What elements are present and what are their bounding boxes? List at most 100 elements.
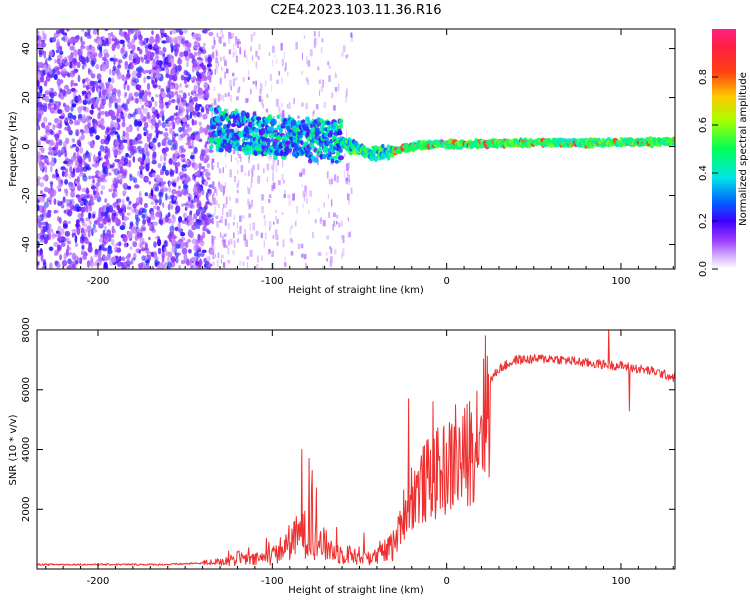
heatmap-cell (203, 158, 208, 164)
heatmap-cell (159, 111, 164, 118)
heatmap-cell (188, 102, 193, 108)
heatmap-cell (50, 92, 55, 99)
heatmap-cell (106, 90, 112, 98)
heatmap-cell (37, 113, 42, 122)
heatmap-cell (97, 150, 102, 158)
heatmap-cell (322, 219, 326, 227)
heatmap-cell (90, 256, 94, 263)
heatmap-cell (224, 203, 227, 208)
heatmap-cell (217, 162, 219, 169)
heatmap-cell (338, 155, 344, 161)
heatmap-cell (150, 71, 154, 79)
heatmap-cell (218, 168, 222, 174)
heatmap-cell (91, 59, 95, 67)
heatmap-cell (96, 39, 103, 46)
heatmap-cell (211, 200, 214, 205)
heatmap-cell (230, 95, 232, 102)
heatmap-cell (248, 157, 250, 163)
heatmap-cell (252, 222, 256, 231)
heatmap-cell (214, 253, 217, 258)
heatmap-cell (184, 180, 188, 185)
heatmap-cell (50, 189, 57, 197)
heatmap-cell (336, 175, 339, 183)
heatmap-cell (124, 91, 128, 97)
heatmap-cell (129, 221, 134, 228)
heatmap-cell (174, 43, 180, 51)
heatmap-cell (95, 135, 100, 140)
heatmap-cell (101, 211, 105, 217)
heatmap-cell (278, 71, 281, 76)
heatmap-cell (223, 59, 227, 66)
heatmap-cell (221, 67, 223, 71)
heatmap-cell (141, 213, 146, 219)
heatmap-cell (286, 104, 289, 109)
heatmap-cell (43, 51, 46, 58)
heatmap-cell (113, 58, 116, 66)
heatmap-cell (146, 91, 152, 96)
heatmap-cell (96, 44, 102, 51)
heatmap-cell (322, 265, 325, 269)
heatmap-cell (209, 106, 214, 112)
heatmap-cell (162, 187, 169, 192)
heatmap-cell (242, 261, 245, 267)
heatmap-cell (89, 109, 94, 114)
heatmap-cell (47, 187, 52, 195)
heatmap-cell (246, 149, 252, 156)
heatmap-cell (212, 181, 215, 190)
heatmap-cell (238, 154, 241, 159)
heatmap-cell (93, 52, 98, 58)
heatmap-cell (85, 115, 92, 123)
heatmap-cell (218, 94, 222, 100)
heatmap-cell (216, 65, 218, 74)
heatmap-cell (272, 157, 276, 165)
heatmap-cell (44, 206, 47, 212)
heatmap-cell (248, 213, 252, 218)
heatmap-cell (233, 43, 235, 50)
heatmap-cell (329, 246, 332, 250)
heatmap-cell (225, 151, 227, 158)
heatmap-cell (128, 160, 132, 168)
heatmap-cell (158, 181, 162, 187)
heatmap-cell (71, 228, 77, 233)
heatmap-cell (57, 237, 60, 241)
heatmap-cell (213, 236, 215, 245)
heatmap-cell (142, 107, 148, 114)
heatmap-cell (302, 168, 306, 175)
heatmap-cell (326, 258, 328, 262)
heatmap-cell (208, 68, 211, 72)
heatmap-cell (275, 59, 278, 64)
heatmap-cell (332, 224, 334, 231)
heatmap-cell (200, 236, 204, 244)
heatmap-cell (136, 46, 141, 52)
heatmap-cell (99, 237, 104, 243)
heatmap-cell (160, 155, 163, 162)
heatmap-cell (190, 256, 197, 262)
heatmap-cell (240, 110, 247, 118)
heatmap-cell (251, 177, 253, 183)
heatmap-cell (182, 243, 185, 248)
heatmap-cell (171, 120, 174, 125)
x-tick-label: -200 (87, 276, 110, 287)
heatmap-cell (81, 29, 85, 33)
heatmap-cell (181, 203, 185, 207)
heatmap-cell (222, 185, 225, 194)
heatmap-cell (275, 216, 278, 221)
heatmap-cell (191, 138, 194, 147)
heatmap-cell (160, 88, 165, 92)
heatmap-cell (336, 221, 338, 225)
heatmap-cell (71, 252, 77, 261)
heatmap-cell (226, 212, 229, 218)
heatmap-cell (281, 212, 284, 216)
heatmap-cell (41, 42, 47, 48)
heatmap-cell (175, 166, 179, 175)
heatmap-cell (295, 41, 298, 50)
heatmap-cell (92, 213, 96, 219)
heatmap-cell (206, 163, 211, 169)
heatmap-cell (110, 77, 115, 84)
heatmap-cell (145, 215, 149, 220)
heatmap-cell (170, 98, 176, 104)
heatmap-cell (193, 146, 198, 154)
heatmap-cell (122, 234, 128, 243)
heatmap-cell (338, 83, 340, 91)
heatmap-cell (173, 196, 176, 201)
